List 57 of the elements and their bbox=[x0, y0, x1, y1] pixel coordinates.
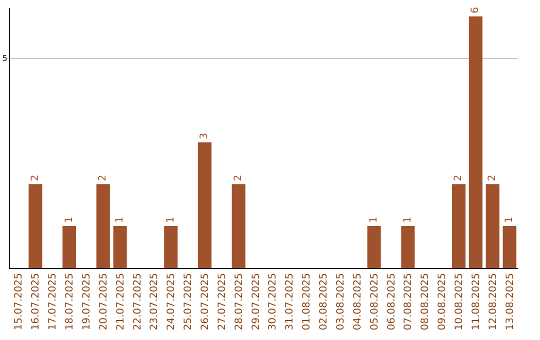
x-tick-label: 09.08.2025 bbox=[437, 273, 448, 330]
x-tick-label: 11.08.2025 bbox=[470, 273, 482, 330]
bar bbox=[164, 226, 178, 268]
x-tick-label: 03.08.2025 bbox=[335, 273, 346, 330]
x-tick-label: 26.07.2025 bbox=[200, 273, 211, 330]
data-label: 1 bbox=[165, 216, 176, 224]
x-tick-label: 21.07.2025 bbox=[115, 273, 126, 330]
data-label: 6 bbox=[470, 7, 482, 14]
x-tick-label: 30.07.2025 bbox=[268, 273, 279, 330]
x-tick-label: 19.07.2025 bbox=[81, 273, 92, 330]
y-tick-label: 5 bbox=[2, 54, 8, 64]
bar bbox=[198, 142, 212, 268]
x-tick-label: 08.08.2025 bbox=[420, 273, 432, 330]
bar bbox=[468, 16, 482, 268]
data-label: 1 bbox=[64, 216, 75, 224]
x-tick-label: 13.08.2025 bbox=[504, 273, 516, 330]
bar bbox=[96, 184, 110, 268]
data-label: 2 bbox=[487, 174, 498, 182]
data-label: 1 bbox=[114, 216, 126, 224]
x-tick-label: 06.08.2025 bbox=[386, 273, 398, 330]
bar bbox=[232, 184, 246, 268]
x-tick-label: 05.08.2025 bbox=[369, 273, 380, 330]
x-tick-label: 16.07.2025 bbox=[30, 273, 42, 330]
data-label: 2 bbox=[233, 174, 244, 182]
x-tick-label: 15.07.2025 bbox=[14, 273, 25, 330]
x-tick-label: 18.07.2025 bbox=[64, 273, 76, 330]
x-tick-label: 27.07.2025 bbox=[216, 273, 228, 330]
x-tick-label: 23.07.2025 bbox=[149, 273, 160, 330]
data-label: 2 bbox=[453, 174, 464, 182]
bar bbox=[113, 226, 127, 268]
x-tick-label: 17.07.2025 bbox=[48, 273, 59, 330]
bar bbox=[452, 184, 466, 268]
data-label: 1 bbox=[402, 216, 414, 224]
data-label: 2 bbox=[30, 174, 41, 182]
x-tick-label: 22.07.2025 bbox=[132, 273, 144, 330]
data-label: 3 bbox=[199, 132, 210, 140]
x-tick-label: 04.08.2025 bbox=[352, 273, 364, 330]
bar bbox=[401, 226, 415, 268]
x-tick-label: 25.07.2025 bbox=[183, 273, 194, 330]
data-label: 1 bbox=[368, 216, 380, 224]
bar bbox=[28, 184, 42, 268]
bar bbox=[62, 226, 76, 268]
x-tick-label: 31.07.2025 bbox=[284, 273, 296, 330]
bar bbox=[486, 184, 500, 268]
x-tick-label: 20.07.2025 bbox=[98, 273, 110, 330]
bar bbox=[502, 226, 516, 268]
x-tick-label: 24.07.2025 bbox=[166, 273, 178, 330]
x-tick-label: 29.07.2025 bbox=[250, 273, 262, 330]
x-tick-label: 01.08.2025 bbox=[302, 273, 313, 330]
x-tick-label: 12.08.2025 bbox=[488, 273, 499, 330]
x-tick-label: 10.08.2025 bbox=[454, 273, 465, 330]
x-tick-label: 07.08.2025 bbox=[403, 273, 414, 330]
bar bbox=[367, 226, 381, 268]
data-label: 1 bbox=[504, 216, 516, 224]
x-tick-label: 02.08.2025 bbox=[318, 273, 330, 330]
x-tick-label: 28.07.2025 bbox=[234, 273, 245, 330]
data-label: 2 bbox=[98, 174, 109, 182]
